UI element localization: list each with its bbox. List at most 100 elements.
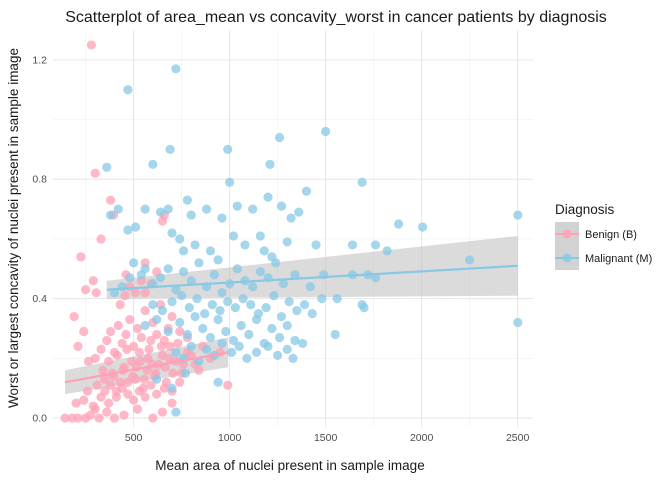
benign-point <box>129 395 139 405</box>
malignant-point <box>276 201 287 211</box>
legend-key-benign-dot <box>562 229 572 239</box>
malignant-point <box>171 285 181 295</box>
malignant-point <box>223 144 233 154</box>
benign-point <box>146 335 156 346</box>
malignant-point <box>225 177 235 187</box>
benign-point <box>106 380 116 390</box>
benign-point <box>139 374 149 384</box>
legend-item-malignant: Malignant (M) <box>555 246 652 270</box>
malignant-point <box>321 126 331 137</box>
benign-point <box>144 344 154 354</box>
benign-point <box>136 332 146 343</box>
malignant-point <box>157 305 168 316</box>
malignant-point <box>228 231 239 241</box>
benign-point <box>86 40 96 50</box>
malignant-point <box>394 219 404 229</box>
benign-trend-line <box>64 351 229 384</box>
benign-point <box>140 392 150 402</box>
benign-point <box>167 311 177 322</box>
malignant-point <box>370 273 381 283</box>
benign-point <box>73 341 83 352</box>
benign-point <box>100 386 110 396</box>
malignant-point <box>248 282 258 292</box>
malignant-point <box>167 383 177 393</box>
data-points <box>60 40 523 423</box>
benign-point <box>96 234 106 244</box>
benign-point <box>194 365 204 375</box>
malignant-point <box>163 204 173 214</box>
chart-title: Scatterplot of area_mean vs concavity_wo… <box>65 9 607 26</box>
malignant-point <box>152 374 162 384</box>
benign-point <box>106 195 116 205</box>
malignant-point <box>259 246 269 256</box>
malignant-point <box>217 213 227 223</box>
malignant-point <box>251 314 262 325</box>
malignant-point <box>171 64 181 74</box>
benign-point <box>135 356 145 366</box>
benign-point <box>83 356 94 366</box>
malignant-point <box>271 258 281 268</box>
malignant-point <box>290 335 300 346</box>
malignant-trend-line <box>106 264 518 291</box>
malignant-point <box>175 234 185 244</box>
malignant-point <box>140 204 150 214</box>
benign-point <box>76 252 86 262</box>
malignant-point <box>205 332 216 343</box>
malignant-point <box>357 177 367 187</box>
benign-point <box>168 368 178 378</box>
malignant-point <box>178 267 189 277</box>
malignant-point <box>317 294 327 304</box>
benign-point <box>88 401 98 411</box>
malignant-point <box>177 291 187 301</box>
malignant-point <box>155 273 166 283</box>
legend-label-malignant: Malignant (M) <box>585 253 652 265</box>
benign-point <box>98 365 108 375</box>
malignant-point <box>226 347 237 357</box>
legend-title: Diagnosis <box>555 202 615 217</box>
benign-point <box>134 386 144 396</box>
y-axis-title: Worst or largest concavity of nuclei pre… <box>6 48 21 408</box>
malignant-point <box>194 258 204 268</box>
malignant-point <box>465 255 475 265</box>
malignant-point <box>282 237 292 247</box>
malignant-point <box>513 317 523 328</box>
benign-point <box>92 380 102 390</box>
malignant-point <box>198 323 208 334</box>
benign-point <box>130 288 141 298</box>
malignant-point <box>171 407 181 417</box>
malignant-point <box>418 222 428 232</box>
benign-point <box>157 407 168 417</box>
malignant-point <box>152 314 162 325</box>
malignant-point <box>263 341 273 352</box>
malignant-point <box>234 341 244 352</box>
x-tick-label: 1000 <box>218 432 242 444</box>
malignant-point <box>207 300 217 310</box>
malignant-point <box>123 85 133 95</box>
malignant-point <box>246 300 256 310</box>
benign-point <box>91 288 101 298</box>
benign-point <box>175 377 185 387</box>
benign-point <box>79 395 89 405</box>
malignant-point <box>215 305 225 316</box>
malignant-point <box>209 270 219 280</box>
malignant-point <box>180 368 191 378</box>
malignant-point <box>278 279 288 289</box>
malignant-point <box>292 305 302 316</box>
y-tick-label: 0.4 <box>32 293 47 305</box>
malignant-point <box>513 210 523 220</box>
malignant-point <box>273 350 283 360</box>
malignant-point <box>182 195 192 205</box>
benign-point <box>125 314 135 325</box>
y-tick-label: 1.2 <box>32 54 47 66</box>
malignant-point <box>123 225 133 235</box>
malignant-point <box>213 314 223 325</box>
benign-point <box>112 350 122 360</box>
malignant-point <box>265 159 275 169</box>
benign-point <box>165 341 175 352</box>
malignant-point <box>182 329 192 340</box>
malignant-point <box>332 294 342 304</box>
benign-point <box>148 413 158 423</box>
malignant-point <box>213 377 223 387</box>
benign-point <box>173 338 183 349</box>
